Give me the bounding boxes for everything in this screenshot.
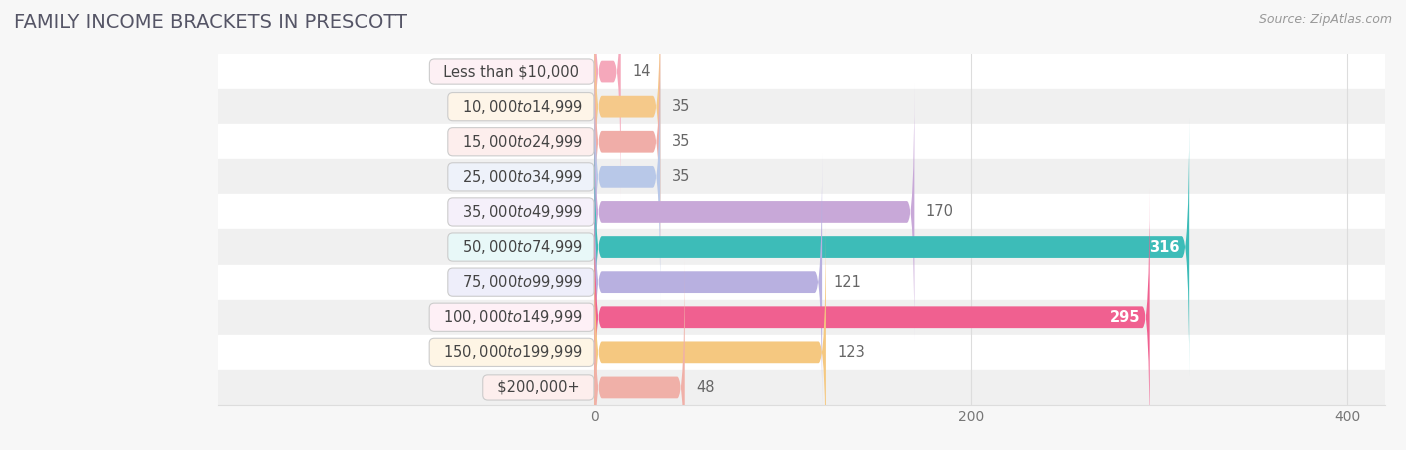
Text: 123: 123 (837, 345, 865, 360)
Text: $35,000 to $49,999: $35,000 to $49,999 (453, 203, 589, 221)
Text: 295: 295 (1109, 310, 1140, 325)
Text: 316: 316 (1149, 239, 1180, 255)
Text: $200,000+: $200,000+ (488, 380, 589, 395)
Bar (218, 194, 1385, 230)
Text: 121: 121 (834, 274, 862, 290)
FancyBboxPatch shape (595, 223, 825, 450)
FancyBboxPatch shape (595, 117, 1189, 377)
Text: Source: ZipAtlas.com: Source: ZipAtlas.com (1258, 14, 1392, 27)
Text: $75,000 to $99,999: $75,000 to $99,999 (453, 273, 589, 291)
Bar (218, 335, 1385, 370)
Text: FAMILY INCOME BRACKETS IN PRESCOTT: FAMILY INCOME BRACKETS IN PRESCOTT (14, 14, 408, 32)
Text: 35: 35 (672, 134, 690, 149)
Text: $50,000 to $74,999: $50,000 to $74,999 (453, 238, 589, 256)
FancyBboxPatch shape (595, 82, 914, 342)
FancyBboxPatch shape (595, 258, 685, 450)
Text: Less than $10,000: Less than $10,000 (434, 64, 589, 79)
FancyBboxPatch shape (595, 188, 1150, 447)
Bar (218, 124, 1385, 159)
Text: 35: 35 (672, 169, 690, 184)
FancyBboxPatch shape (595, 12, 661, 271)
Bar (218, 300, 1385, 335)
Bar (218, 230, 1385, 265)
Text: $25,000 to $34,999: $25,000 to $34,999 (453, 168, 589, 186)
Text: $15,000 to $24,999: $15,000 to $24,999 (453, 133, 589, 151)
FancyBboxPatch shape (595, 0, 620, 201)
Text: 35: 35 (672, 99, 690, 114)
Text: 14: 14 (633, 64, 651, 79)
Text: 48: 48 (696, 380, 714, 395)
Bar (218, 159, 1385, 194)
FancyBboxPatch shape (595, 47, 661, 306)
Bar (218, 265, 1385, 300)
Bar (218, 54, 1385, 89)
Text: $10,000 to $14,999: $10,000 to $14,999 (453, 98, 589, 116)
Text: $150,000 to $199,999: $150,000 to $199,999 (434, 343, 589, 361)
FancyBboxPatch shape (595, 153, 823, 412)
FancyBboxPatch shape (595, 0, 661, 236)
Bar (218, 370, 1385, 405)
Bar (218, 89, 1385, 124)
Text: $100,000 to $149,999: $100,000 to $149,999 (434, 308, 589, 326)
Text: 170: 170 (925, 204, 953, 220)
